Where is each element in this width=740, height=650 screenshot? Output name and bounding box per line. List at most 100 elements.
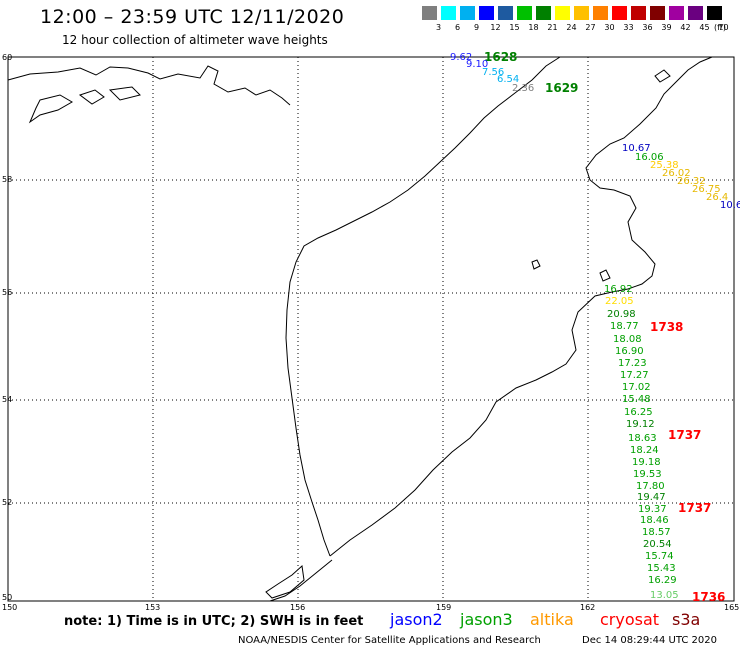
pass-label: 1738 [650, 320, 684, 334]
legend-label: 24 [566, 23, 577, 32]
legend-label: 42 [680, 23, 691, 32]
legend-label: 45 [699, 23, 710, 32]
legend-swatch [536, 6, 551, 20]
lon-label: 159 [436, 603, 452, 612]
legend-swatch [460, 6, 475, 20]
legend-swatch [631, 6, 646, 20]
wave-height-value: 18.63 [628, 433, 657, 444]
lat-label: 52 [2, 498, 13, 507]
lat-label: 54 [2, 395, 13, 404]
wave-height-value: 26.32 [677, 176, 706, 187]
pass-label: 1737 [678, 501, 712, 515]
legend-swatch [422, 6, 437, 20]
wave-height-value: 20.98 [607, 309, 636, 320]
satellite-cryosat: cryosat [600, 610, 660, 629]
wave-height-value: 10.67 [622, 143, 651, 154]
wave-height-value: 16.06 [635, 152, 664, 163]
wave-height-value: 17.27 [620, 370, 649, 381]
credit-text: NOAA/NESDIS Center for Satellite Applica… [238, 635, 541, 646]
lon-label: 153 [145, 603, 161, 612]
map-frame [7, 56, 735, 602]
satellite-s3a: s3a [672, 610, 701, 629]
legend-label: 21 [547, 23, 558, 32]
legend-swatch [593, 6, 608, 20]
legend-label: 18 [528, 23, 539, 32]
wave-height-value: 25.38 [650, 160, 679, 171]
legend-swatch [688, 6, 703, 20]
legend-swatch [479, 6, 494, 20]
wave-height-value: 26.75 [692, 184, 721, 195]
satellite-altika: altika [530, 610, 574, 629]
wave-height-value: 22.05 [605, 296, 634, 307]
wave-height-value: 26.02 [662, 168, 691, 179]
legend-label: 6 [454, 23, 461, 32]
wave-height-value: 18.46 [640, 515, 669, 526]
legend-unit: (ft) [714, 23, 727, 32]
legend-label: 12 [490, 23, 501, 32]
wave-height-value: 15.43 [647, 563, 676, 574]
wave-height-value: 26.4 [706, 192, 729, 203]
legend-swatch [669, 6, 684, 20]
legend-swatch [517, 6, 532, 20]
wave-height-value: 17.02 [622, 382, 651, 393]
lon-grid [152, 57, 589, 601]
page-title: 12:00 – 23:59 UTC 12/11/2020 [40, 6, 345, 28]
wave-height-value: 16.90 [615, 346, 644, 357]
wave-height-value: 20.54 [643, 539, 672, 550]
legend-swatch [612, 6, 627, 20]
satellite-jason2: jason2 [390, 610, 443, 629]
wave-height-value: 10.67 [720, 200, 740, 211]
wave-height-value: 6.54 [497, 74, 520, 85]
wave-height-value: 18.57 [642, 527, 671, 538]
legend-label: 30 [604, 23, 615, 32]
wave-height-value: 15.48 [622, 394, 651, 405]
pass-label: 1628 [484, 50, 518, 64]
satellite-jason3: jason3 [460, 610, 513, 629]
legend-label: 33 [623, 23, 634, 32]
wave-height-value: 19.12 [626, 419, 655, 430]
pass-label: 1629 [545, 81, 579, 95]
legend-label: 15 [509, 23, 520, 32]
wave-height-value: 9.10 [466, 59, 489, 70]
wave-height-value: 7.56 [482, 67, 505, 78]
wave-height-value: 19.53 [633, 469, 662, 480]
legend-swatch [650, 6, 665, 20]
legend-label: 70 [718, 23, 729, 32]
lat-label: 60 [2, 53, 13, 62]
legend-label: 36 [642, 23, 653, 32]
lon-label: 150 [2, 603, 18, 612]
wave-height-value: 2.36 [512, 83, 535, 94]
footer-note: note: 1) Time is in UTC; 2) SWH is in fe… [64, 614, 364, 629]
legend-swatch [555, 6, 570, 20]
legend-swatch [441, 6, 456, 20]
legend-swatch [498, 6, 513, 20]
wave-height-value: 16.92 [604, 284, 633, 295]
legend-label: 27 [585, 23, 596, 32]
wave-height-value: 18.24 [630, 445, 659, 456]
wave-height-value: 15.74 [645, 551, 674, 562]
wave-height-value: 19.18 [632, 457, 661, 468]
page-subtitle: 12 hour collection of altimeter wave hei… [62, 33, 328, 47]
wave-height-value: 18.77 [610, 321, 639, 332]
wave-height-value: 16.25 [624, 407, 653, 418]
legend-swatch [574, 6, 589, 20]
lat-label: 50 [2, 593, 13, 602]
coastline [7, 56, 713, 602]
wave-height-value: 17.23 [618, 358, 647, 369]
lon-label: 156 [290, 603, 306, 612]
pass-label: 1737 [668, 428, 702, 442]
legend-label: 39 [661, 23, 672, 32]
lat-label: 56 [2, 288, 13, 297]
wave-height-value: 19.37 [638, 504, 667, 515]
wave-height-value: 19.47 [637, 492, 666, 503]
wave-height-value: 17.80 [636, 481, 665, 492]
lon-label: 162 [580, 603, 596, 612]
legend-swatch [707, 6, 722, 20]
lon-label: 165 [724, 603, 740, 612]
wave-height-value: 16.29 [648, 575, 677, 586]
lat-grid [8, 179, 734, 504]
timestamp: Dec 14 08:29:44 UTC 2020 [582, 635, 717, 646]
pass-label: 1736 [692, 590, 726, 604]
wave-height-value: 13.05 [650, 590, 679, 601]
wave-height-value: 9.62 [450, 52, 473, 63]
